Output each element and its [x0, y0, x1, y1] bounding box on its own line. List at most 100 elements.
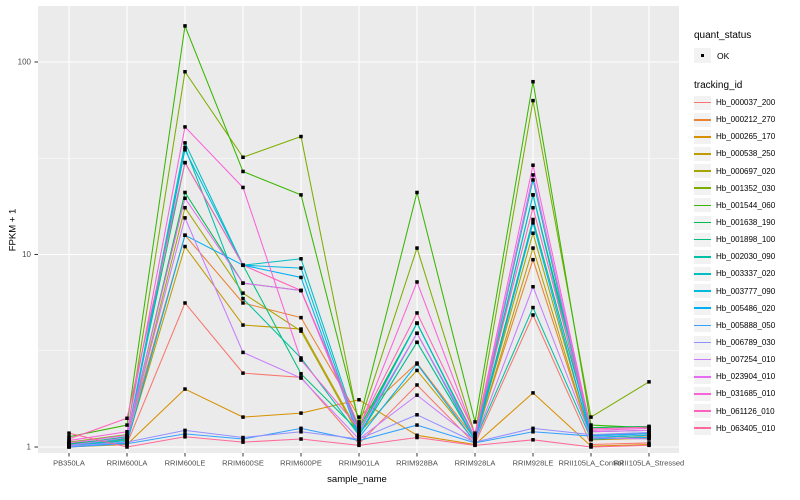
data-point [473, 433, 477, 438]
data-point [125, 416, 129, 421]
legend-entry-label: Hb_001638_190 [716, 218, 776, 228]
data-point [473, 435, 477, 440]
data-point [299, 134, 303, 139]
legend-entry: Hb_001544_060 [694, 197, 800, 214]
data-point [241, 296, 245, 301]
data-point [125, 435, 129, 440]
data-point [531, 217, 535, 222]
data-point [357, 424, 361, 429]
legend-entry-label: Hb_003337_020 [716, 269, 776, 279]
legend-entry-label: Hb_001352_030 [716, 183, 776, 193]
data-point [531, 79, 535, 84]
data-point [241, 435, 245, 440]
legend-entry: Hb_000265_170 [694, 128, 800, 145]
data-point [183, 216, 187, 220]
data-point [241, 169, 245, 174]
legend-entry: Hb_007254_010 [694, 351, 800, 368]
data-point [299, 356, 303, 360]
legend-entry-label: Hb_001544_060 [716, 200, 776, 210]
x-tick-label: RRIM600SE [222, 459, 264, 468]
data-point [357, 397, 361, 402]
line-key-icon [694, 232, 711, 247]
legend-entry: Hb_005486_020 [694, 300, 800, 317]
data-point [299, 193, 303, 197]
data-point [531, 205, 535, 210]
legend-entry: Hb_000538_250 [694, 145, 800, 162]
y-tick-label: 100 [18, 58, 32, 67]
data-point [531, 391, 535, 395]
data-point [183, 141, 187, 145]
data-point [531, 173, 535, 177]
data-point [241, 301, 245, 305]
data-point [357, 420, 361, 424]
data-point [473, 438, 477, 443]
data-point [241, 440, 245, 444]
tracking-id-legend-title: tracking_id [694, 80, 743, 91]
y-tick-label: 1 [27, 443, 32, 452]
data-point [531, 257, 535, 262]
line-key-icon [694, 146, 711, 161]
data-point [647, 437, 651, 441]
data-point [125, 440, 129, 444]
data-point [67, 431, 71, 435]
legend-entry: Hb_000212_270 [694, 111, 800, 128]
line-key-icon [694, 352, 711, 367]
line-key-icon [694, 386, 711, 401]
data-point [183, 69, 187, 74]
data-point [473, 431, 477, 435]
data-point [299, 329, 303, 333]
x-tick-label: RRII105LA_Control [558, 459, 623, 468]
data-point [183, 24, 187, 28]
line-key-icon [694, 404, 711, 419]
data-point [415, 246, 419, 250]
data-point [183, 233, 187, 237]
data-point [531, 231, 535, 235]
data-point [531, 246, 535, 250]
y-tick-label: 10 [22, 250, 31, 259]
legend-entry: Hb_003337_020 [694, 265, 800, 282]
x-tick-label: RRIM901LA [339, 459, 380, 468]
data-point [357, 426, 361, 431]
line-key-icon [694, 112, 711, 127]
data-point [647, 380, 651, 384]
line-key-icon [694, 369, 711, 384]
tracking-id-legend-entries: Hb_000037_200 Hb_000212_270 Hb_000265_170 H… [694, 94, 800, 437]
data-point [299, 327, 303, 331]
line-key-icon [694, 335, 711, 350]
x-tick-label: RRIM928LE [513, 459, 554, 468]
data-point [647, 428, 651, 433]
line-key-icon [694, 215, 711, 230]
legend-entry-label: Hb_003777_090 [716, 286, 776, 296]
legend-entry-label: Hb_000538_250 [716, 149, 776, 159]
line-key-icon [694, 129, 711, 144]
data-point [125, 423, 129, 427]
quant-status-legend-item: OK [694, 47, 800, 64]
line-key-icon [694, 301, 711, 316]
legend-entry: Hb_023904_010 [694, 368, 800, 385]
data-point [183, 428, 187, 433]
line-key-icon [694, 164, 711, 179]
legend-entry-label: Hb_001898_100 [716, 235, 776, 245]
data-point [299, 315, 303, 320]
data-point [183, 387, 187, 391]
legend-entry-label: Hb_031685_010 [716, 389, 776, 399]
legend-entry-label: Hb_000212_270 [716, 115, 776, 125]
x-tick-label: RRIM600PE [280, 459, 322, 468]
data-point [531, 221, 535, 225]
data-point [531, 284, 535, 289]
data-point [415, 435, 419, 440]
legend-entry: Hb_000697_020 [694, 163, 800, 180]
legend-entry-label: Hb_023904_010 [716, 372, 776, 382]
data-point [183, 205, 187, 210]
data-point [125, 445, 129, 449]
legend-entry: Hb_061126_010 [694, 403, 800, 420]
x-tick-label: RRIM928LA [455, 459, 496, 468]
legend-entry: Hb_001898_100 [694, 231, 800, 248]
data-point [299, 376, 303, 380]
data-point [357, 437, 361, 441]
data-point [415, 331, 419, 335]
data-point [299, 257, 303, 261]
data-point [531, 178, 535, 182]
legend-entry: Hb_005888_050 [694, 317, 800, 334]
